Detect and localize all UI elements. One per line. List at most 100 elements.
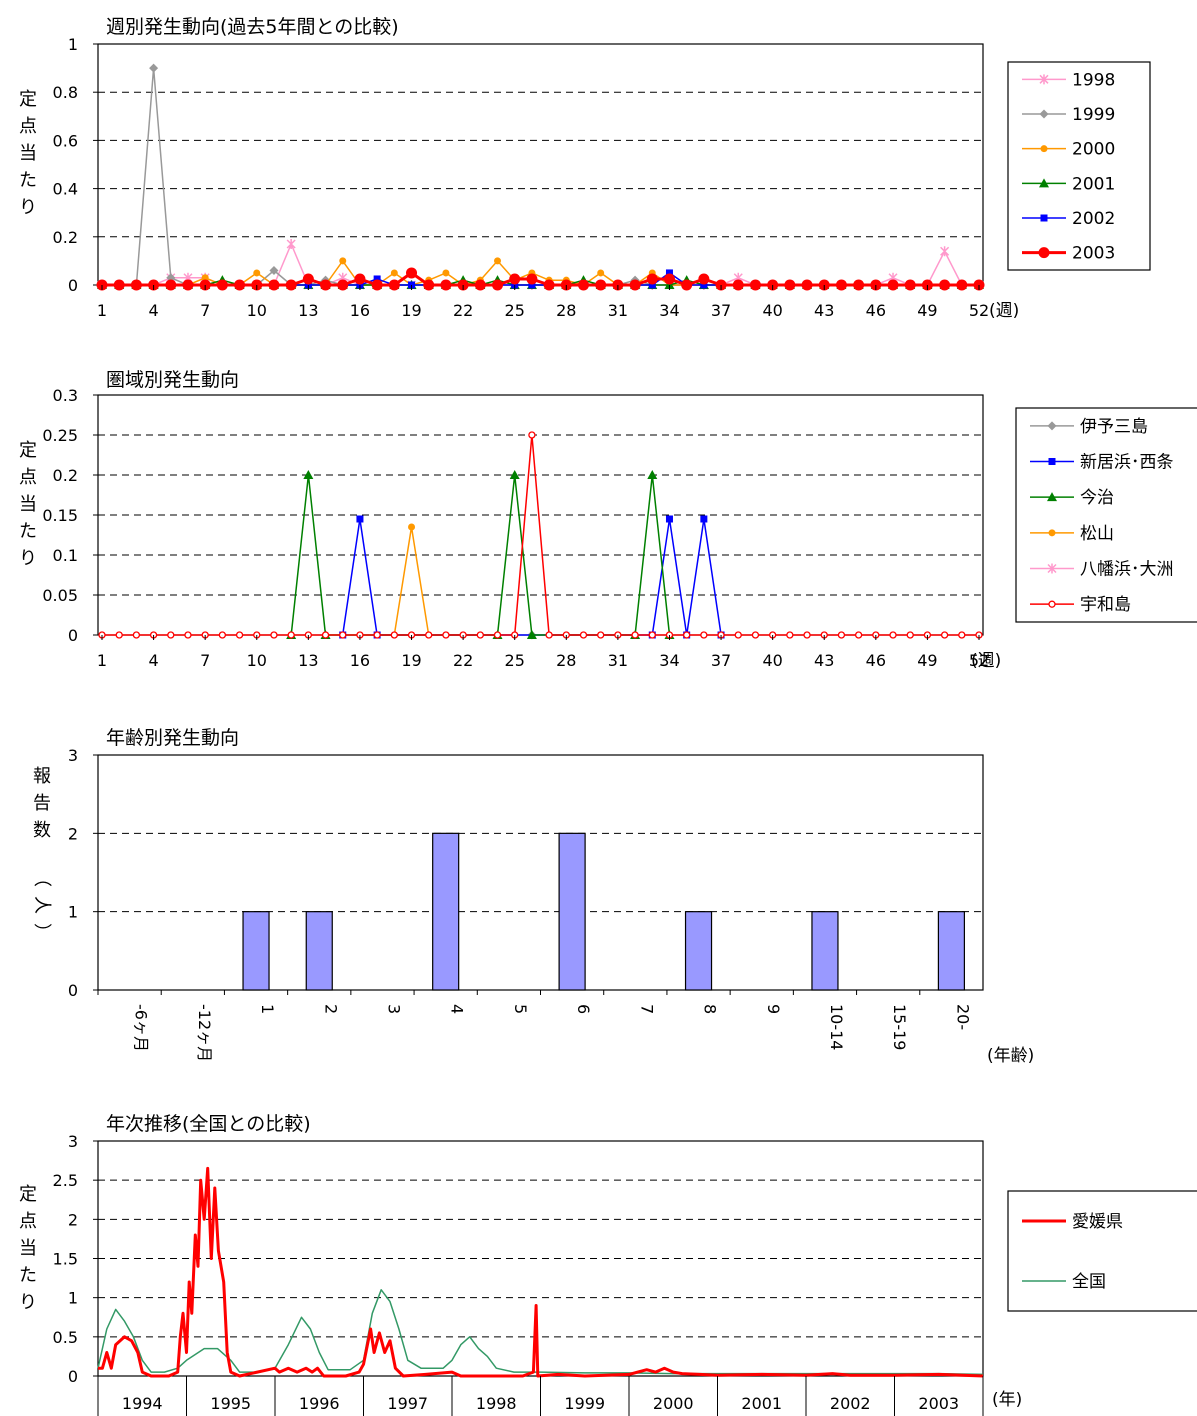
- data-point: [132, 631, 141, 639]
- x-tick-label: 31: [608, 301, 628, 320]
- x-tick-label: 43: [814, 301, 834, 320]
- data-point: [235, 631, 244, 639]
- x-tick-label: 46: [866, 651, 886, 670]
- x-tick-label: 6: [574, 1004, 593, 1014]
- x-tick-label: 19: [401, 651, 421, 670]
- data-point: [597, 631, 605, 639]
- legend-marker: [1039, 109, 1049, 119]
- y-tick-label: 0.2: [53, 466, 78, 485]
- y-tick-label: 3: [68, 1132, 78, 1151]
- data-point: [302, 273, 314, 285]
- y-tick-label: 1.5: [53, 1250, 78, 1269]
- y-tick-label: 0: [68, 981, 78, 1000]
- legend-marker: [1048, 529, 1056, 537]
- data-point: [648, 631, 656, 639]
- legend-marker: [1038, 247, 1050, 259]
- data-point: [440, 279, 452, 291]
- data-point: [646, 273, 658, 285]
- y-tick-label: 0: [68, 276, 78, 295]
- x-tick-label: 9: [764, 1004, 783, 1014]
- y-tick-label: 0.4: [53, 180, 78, 199]
- y-axis-label-char: た: [19, 1265, 37, 1286]
- x-tick-label: 52: [969, 301, 989, 320]
- x-tick-label: 25: [505, 301, 525, 320]
- x-tick-label: 40: [762, 651, 782, 670]
- y-axis-label-char: 点: [19, 1211, 37, 1232]
- y-axis-label-char: ）: [31, 923, 52, 941]
- x-tick-label: -6ヶ月: [132, 1004, 151, 1052]
- series-line: [102, 434, 979, 636]
- chart-title: 年齢別発生動向: [106, 727, 239, 749]
- y-axis-label-char: （: [31, 869, 52, 887]
- data-point: [803, 631, 811, 639]
- series-line: [290, 474, 671, 636]
- data-point: [665, 269, 673, 277]
- data-point: [579, 631, 588, 639]
- data-point: [648, 281, 656, 289]
- x-tick-label: 49: [917, 301, 937, 320]
- series-line: [393, 526, 430, 636]
- y-axis-label-char: 定: [19, 1184, 37, 1205]
- bar: [811, 911, 839, 991]
- data-point: [321, 631, 330, 639]
- legend-marker: [1048, 600, 1056, 608]
- data-point: [408, 523, 416, 531]
- legend-box: [1007, 61, 1151, 271]
- x-tick-label: 10-14: [827, 1004, 846, 1051]
- data-point: [853, 279, 865, 291]
- y-axis-label-char: 点: [19, 116, 37, 137]
- data-point: [889, 631, 897, 639]
- x-tick-label: 37: [711, 301, 731, 320]
- data-point: [476, 631, 484, 639]
- y-axis-label-char: 当: [19, 1238, 37, 1259]
- x-tick-label: 22: [453, 651, 473, 670]
- data-point: [647, 470, 658, 479]
- x-tick-label: 43: [814, 651, 834, 670]
- plot-frame: [97, 754, 984, 991]
- y-tick-label: 0.8: [53, 83, 78, 102]
- plot-frame: [97, 43, 984, 286]
- data-point: [286, 239, 296, 250]
- x-unit-label: (週): [971, 651, 1001, 671]
- y-axis-label-char: り: [19, 548, 37, 569]
- y-axis-label-char: 人: [31, 896, 52, 914]
- legend-marker: [1040, 145, 1048, 153]
- x-tick-label: 1994: [122, 1394, 163, 1413]
- x-tick-label: 1996: [299, 1394, 340, 1413]
- bar: [242, 911, 270, 991]
- y-axis-label-char: り: [19, 197, 37, 218]
- x-tick-label: 4: [148, 301, 158, 320]
- data-point: [837, 631, 846, 639]
- x-tick-label: 2002: [830, 1394, 871, 1413]
- data-point: [904, 279, 916, 291]
- data-point: [339, 631, 347, 639]
- chart-title: 圏域別発生動向: [106, 369, 239, 391]
- data-point: [956, 279, 968, 291]
- data-point: [940, 246, 950, 257]
- data-point: [939, 279, 951, 291]
- data-point: [339, 257, 347, 265]
- x-tick-label: 49: [917, 651, 937, 670]
- data-point: [700, 281, 708, 289]
- x-tick-label: 10: [247, 301, 267, 320]
- x-tick-label: 1: [258, 1004, 277, 1014]
- data-point: [182, 279, 194, 291]
- x-unit-label: (年齢): [987, 1046, 1034, 1066]
- data-point: [167, 631, 175, 639]
- series-line: [341, 518, 722, 636]
- data-point: [597, 269, 605, 277]
- x-tick-label: 46: [866, 301, 886, 320]
- y-tick-label: 3: [68, 746, 78, 765]
- data-point: [218, 631, 227, 639]
- data-point: [528, 281, 536, 289]
- legend-marker: [1048, 458, 1056, 465]
- data-point: [184, 631, 192, 639]
- x-unit-label: (年): [992, 1390, 1022, 1410]
- data-point: [629, 279, 641, 291]
- data-point: [664, 280, 675, 289]
- plot-area: 0 0.2 0.4 0.6 0.8 1 1 4 7 10 13 16 19 22 25 28 31 34 37 40 4…: [53, 35, 990, 320]
